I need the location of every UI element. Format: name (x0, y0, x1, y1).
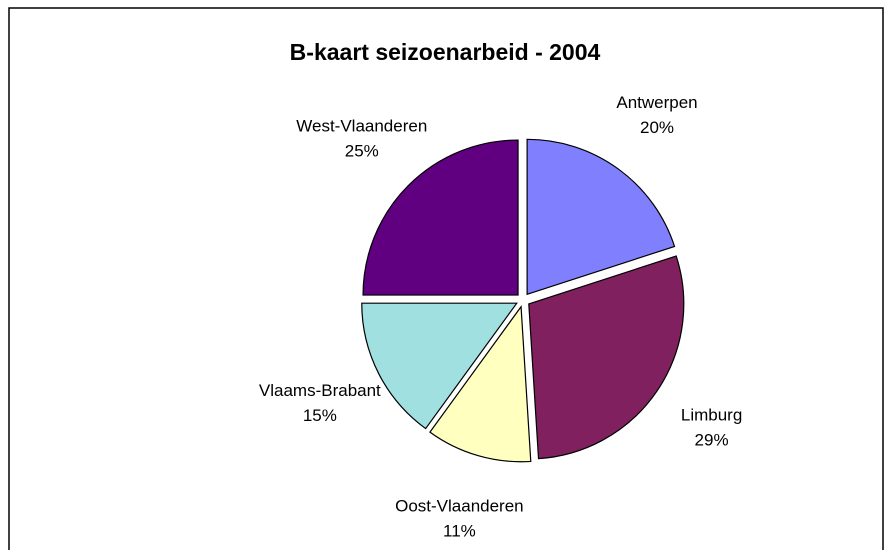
chart-title: B-kaart seizoenarbeid - 2004 (290, 39, 601, 65)
slice-label: Limburg (681, 406, 742, 425)
slice-value-label: 29% (695, 431, 729, 450)
slice-label: Vlaams-Brabant (259, 381, 381, 400)
pie-slice (528, 255, 685, 460)
slice-value-label: 20% (640, 118, 674, 137)
pie-slice (362, 139, 519, 296)
pie-slice (526, 138, 676, 296)
pie-slice (361, 302, 518, 430)
slice-label: Oost-Vlaanderen (395, 496, 524, 515)
slice-label: Antwerpen (616, 93, 697, 112)
slice-value-label: 25% (345, 141, 379, 160)
slice-label: West-Vlaanderen (296, 116, 427, 135)
slice-value-label: 15% (303, 406, 337, 425)
pie-slice (429, 305, 532, 463)
slice-value-label: 11% (443, 521, 476, 540)
